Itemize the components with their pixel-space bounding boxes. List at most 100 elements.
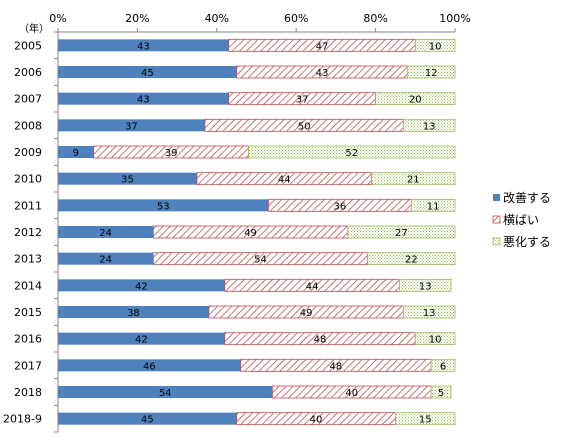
- y-tick-label: 2005: [14, 39, 42, 52]
- data-label: 38: [127, 308, 140, 319]
- data-label: 22: [405, 255, 418, 266]
- bar-segment: [402, 305, 456, 319]
- legend-swatch: [492, 237, 501, 246]
- data-label: 37: [296, 95, 309, 106]
- data-label: 39: [165, 148, 178, 159]
- bar-segment: [248, 145, 456, 159]
- data-label: 15: [419, 415, 432, 426]
- bar-segment: [367, 252, 456, 266]
- bar-segment: [414, 332, 456, 346]
- bar-segment: [58, 92, 229, 105]
- data-label: 36: [334, 201, 347, 212]
- x-tick-label: 40%: [205, 12, 229, 25]
- bar-segment: [406, 65, 456, 79]
- data-label: 13: [419, 281, 432, 292]
- data-label: 40: [345, 388, 358, 399]
- y-tick-label: 2010: [14, 173, 42, 186]
- data-label: 43: [137, 95, 150, 106]
- data-label: 42: [135, 281, 148, 292]
- data-label: 48: [330, 361, 343, 372]
- y-tick-label: 2018-9: [3, 413, 42, 426]
- data-label: 24: [99, 228, 112, 239]
- data-label: 45: [141, 68, 154, 79]
- data-label: 6: [440, 361, 446, 372]
- data-label: 54: [254, 255, 267, 266]
- bar-segment: [58, 359, 241, 372]
- bar-segment: [371, 172, 456, 186]
- data-label: 53: [157, 201, 170, 212]
- data-label: 11: [427, 201, 440, 212]
- y-tick-label: 2015: [14, 306, 42, 319]
- data-label: 44: [278, 175, 291, 186]
- data-label: 45: [141, 415, 154, 426]
- data-label: 13: [423, 308, 436, 319]
- y-tick-label: 2006: [14, 66, 42, 79]
- y-tick-label: 2014: [14, 279, 42, 292]
- data-label: 54: [159, 388, 172, 399]
- legend-label: 改善する: [503, 190, 551, 205]
- legend-label: 悪化する: [503, 235, 551, 249]
- data-label: 9: [73, 148, 79, 159]
- data-label: 49: [244, 228, 257, 239]
- x-tick-label: 20%: [125, 12, 149, 25]
- bar-segment: [58, 386, 273, 398]
- data-label: 46: [143, 361, 156, 372]
- bar-segment: [430, 358, 456, 372]
- x-tick-label: 80%: [363, 12, 387, 25]
- bar-segment: [58, 412, 237, 425]
- data-label: 10: [429, 335, 442, 346]
- bar-segment: [58, 199, 269, 212]
- bar-segment: [58, 332, 225, 345]
- bar-segment: [347, 225, 456, 239]
- data-label: 44: [306, 281, 319, 292]
- bar-segment: [58, 146, 94, 158]
- data-label: 12: [425, 68, 438, 79]
- legend-swatch: [493, 194, 500, 201]
- y-tick-label: 2007: [14, 93, 42, 106]
- data-label: 47: [316, 41, 329, 52]
- data-label: 21: [407, 175, 420, 186]
- y-axis-unit-label: （年）: [19, 22, 49, 35]
- data-label: 27: [395, 228, 408, 239]
- data-label: 13: [423, 121, 436, 132]
- bar-segment: [58, 306, 209, 318]
- bar-segment: [58, 279, 225, 292]
- y-tick-label: 2018: [14, 386, 42, 399]
- bar-segment: [430, 385, 452, 399]
- data-label: 5: [438, 388, 444, 399]
- data-label: 50: [298, 121, 311, 132]
- bar-segment: [375, 92, 456, 106]
- y-tick-label: 2012: [14, 226, 42, 239]
- y-tick-label: 2013: [14, 253, 42, 266]
- bar-segment: [58, 252, 154, 265]
- data-label: 43: [316, 68, 329, 79]
- bar-segment: [58, 119, 205, 132]
- legend-swatch: [492, 215, 501, 224]
- data-label: 42: [135, 335, 148, 346]
- data-label: 35: [121, 175, 134, 186]
- bar-segment: [399, 278, 452, 292]
- bar-segment: [414, 38, 456, 52]
- legend-label: 横ばい: [503, 213, 539, 227]
- bar-segment: [58, 226, 154, 238]
- data-label: 49: [300, 308, 313, 319]
- bar-segment: [395, 412, 456, 426]
- y-tick-label: 2017: [14, 359, 42, 372]
- y-tick-label: 2011: [14, 199, 42, 212]
- data-label: 52: [345, 148, 358, 159]
- x-tick-label: 100%: [439, 12, 470, 25]
- data-label: 20: [409, 95, 422, 106]
- bars: 43 47 10 45 43 12 43 37 20 37 50 13 9 39 52 35 44 21 53 36 1…: [58, 38, 456, 426]
- data-label: 24: [99, 255, 112, 266]
- data-label: 40: [310, 415, 323, 426]
- data-label: 10: [429, 41, 442, 52]
- bar-segment: [58, 172, 197, 185]
- bar-segment: [410, 198, 456, 212]
- x-axis: 0% 20% 40% 60% 80% 100% 2005 2006 2007 2008 2009 20…: [3, 12, 471, 433]
- x-tick-label: 60%: [284, 12, 308, 25]
- y-tick-label: 2009: [14, 146, 42, 159]
- y-tick-label: 2008: [14, 119, 42, 132]
- bar-segment: [58, 39, 229, 52]
